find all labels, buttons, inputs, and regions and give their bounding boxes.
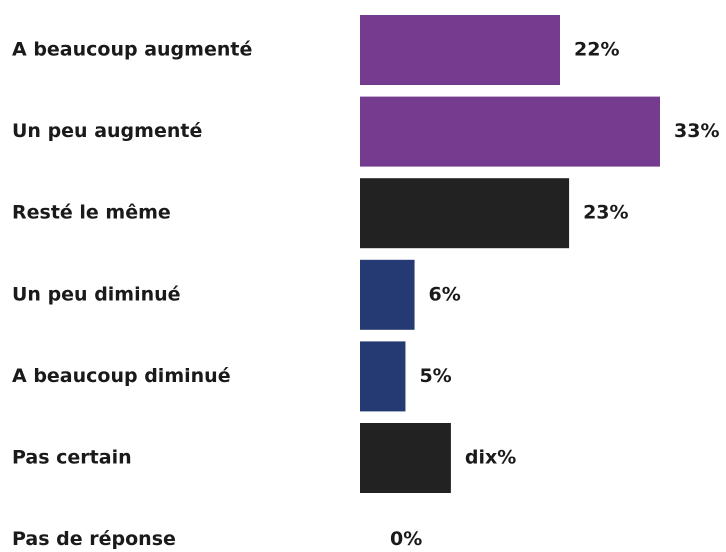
category-label: Pas certain: [12, 447, 132, 469]
value-label: 0%: [390, 528, 422, 550]
bar: [360, 178, 570, 249]
category-label: Un peu augmenté: [12, 120, 202, 142]
category-label: Pas de réponse: [12, 528, 176, 550]
bar: [360, 259, 415, 330]
category-label: A beaucoup diminué: [12, 365, 231, 387]
value-label: 22%: [574, 39, 619, 61]
value-label: 5%: [419, 365, 451, 387]
value-label: 6%: [429, 283, 461, 305]
bar: [360, 341, 406, 412]
bar: [360, 96, 660, 167]
bar: [360, 15, 560, 85]
value-label: 33%: [674, 120, 719, 142]
value-label: dix%: [465, 447, 516, 469]
category-label: Un peu diminué: [12, 283, 181, 305]
value-label: 23%: [583, 202, 628, 224]
bar: [360, 423, 451, 493]
category-label: A beaucoup augmenté: [12, 39, 252, 61]
category-label: Resté le même: [12, 202, 171, 224]
